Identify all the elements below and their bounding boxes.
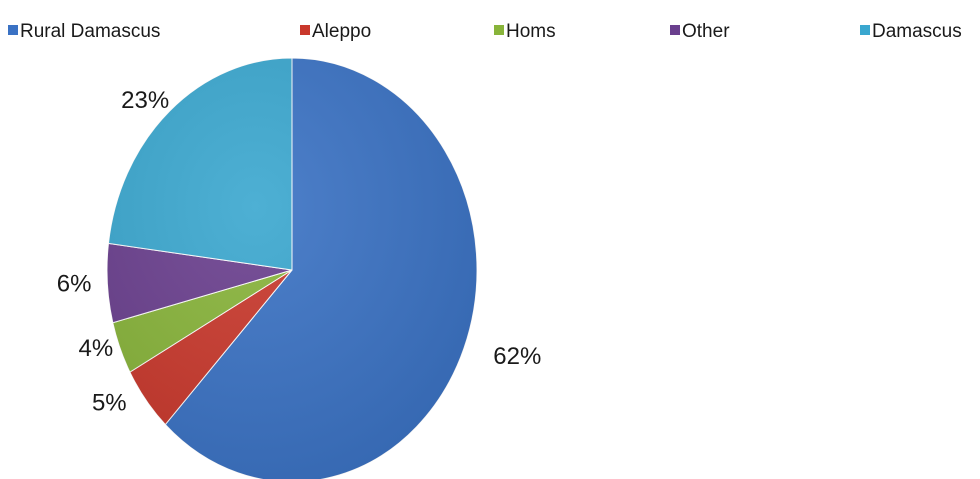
- pie-slices: [106, 57, 478, 479]
- legend-swatch-damascus: [860, 25, 870, 35]
- chart-legend: Rural Damascus Aleppo Homs Other Damascus: [8, 21, 962, 42]
- data-labels: 62% 5% 4% 6% 23%: [57, 87, 542, 417]
- legend-swatch-aleppo: [300, 25, 310, 35]
- legend-label-aleppo: Aleppo: [312, 21, 371, 42]
- data-label-rural-damascus: 62%: [493, 343, 541, 370]
- legend-swatch-homs: [494, 25, 504, 35]
- data-label-homs: 4%: [79, 335, 114, 362]
- legend-label-rural-damascus: Rural Damascus: [20, 21, 160, 42]
- legend-label-homs: Homs: [506, 21, 556, 42]
- data-label-other: 6%: [57, 271, 92, 298]
- data-label-aleppo: 5%: [92, 390, 127, 417]
- legend-label-other: Other: [682, 21, 730, 42]
- legend-swatch-other: [670, 25, 680, 35]
- legend-label-damascus: Damascus: [872, 21, 962, 42]
- data-label-damascus: 23%: [121, 87, 169, 114]
- legend-swatch-rural-damascus: [8, 25, 18, 35]
